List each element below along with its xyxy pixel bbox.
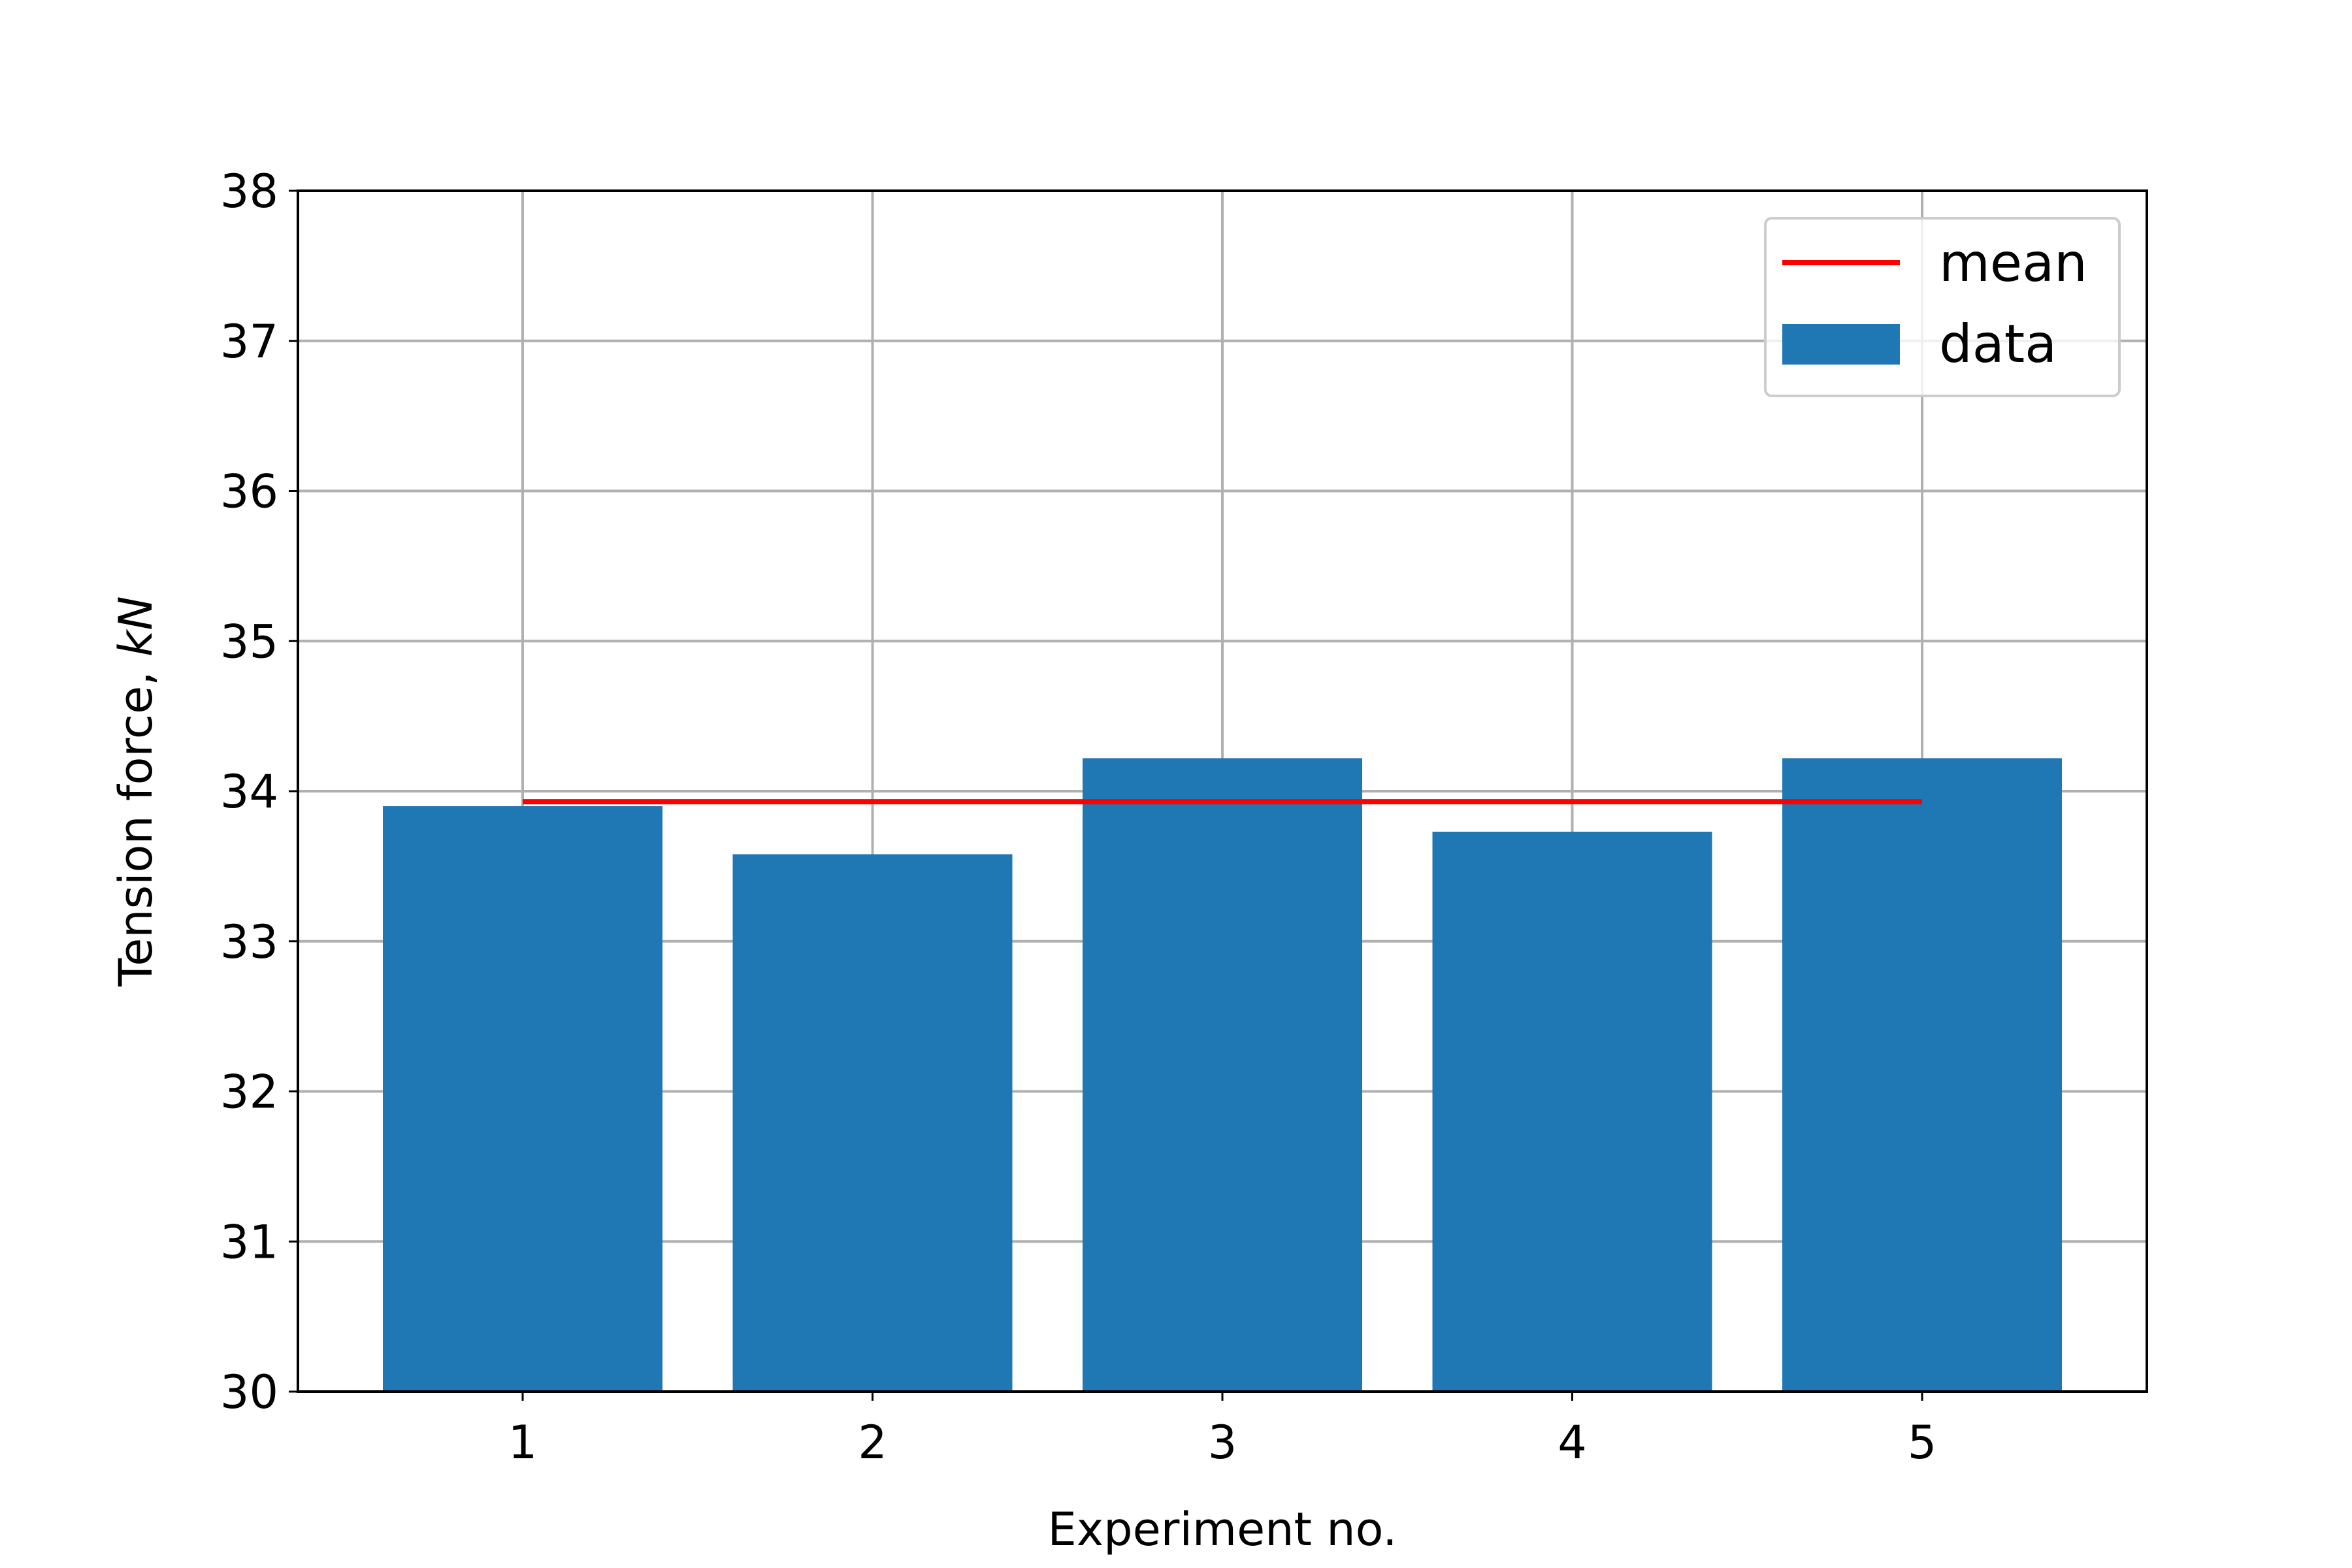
y-axis-label-text: Tension force, — [109, 657, 163, 987]
x-tick-label-2: 2 — [858, 1416, 887, 1469]
x-axis-ticks: 1 2 3 4 5 — [508, 1392, 1937, 1469]
x-tick-label-4: 4 — [1558, 1416, 1587, 1469]
legend: mean data — [1764, 217, 2121, 397]
y-tick-label-30: 30 — [220, 1365, 278, 1419]
y-tick-label-37: 37 — [220, 315, 278, 368]
bar-1 — [383, 806, 662, 1392]
legend-data-label: data — [1939, 314, 2057, 374]
y-tick-label-36: 36 — [220, 465, 278, 519]
legend-mean-label: mean — [1939, 233, 2087, 293]
bar-series-data — [383, 758, 2062, 1392]
y-tick-label-34: 34 — [220, 765, 278, 819]
bar-5 — [1782, 758, 2062, 1392]
legend-data-swatch — [1782, 324, 1900, 365]
y-axis-label-unit: kN — [109, 596, 163, 657]
x-tick-label-3: 3 — [1208, 1416, 1237, 1469]
y-tick-label-38: 38 — [220, 165, 278, 218]
y-axis-label: Tension force, kN — [109, 596, 163, 987]
bar-4 — [1432, 832, 1712, 1392]
bar-2 — [732, 854, 1013, 1392]
x-axis-label: Experiment no. — [1048, 1503, 1397, 1556]
y-axis-ticks: 30 31 32 33 34 35 36 37 38 — [220, 165, 298, 1419]
y-tick-label-35: 35 — [220, 615, 278, 668]
x-tick-label-5: 5 — [1908, 1416, 1937, 1469]
y-tick-label-31: 31 — [220, 1215, 278, 1269]
y-tick-label-33: 33 — [220, 915, 278, 969]
x-tick-label-1: 1 — [508, 1416, 538, 1469]
y-tick-label-32: 32 — [220, 1066, 278, 1119]
bar-3 — [1083, 758, 1362, 1392]
